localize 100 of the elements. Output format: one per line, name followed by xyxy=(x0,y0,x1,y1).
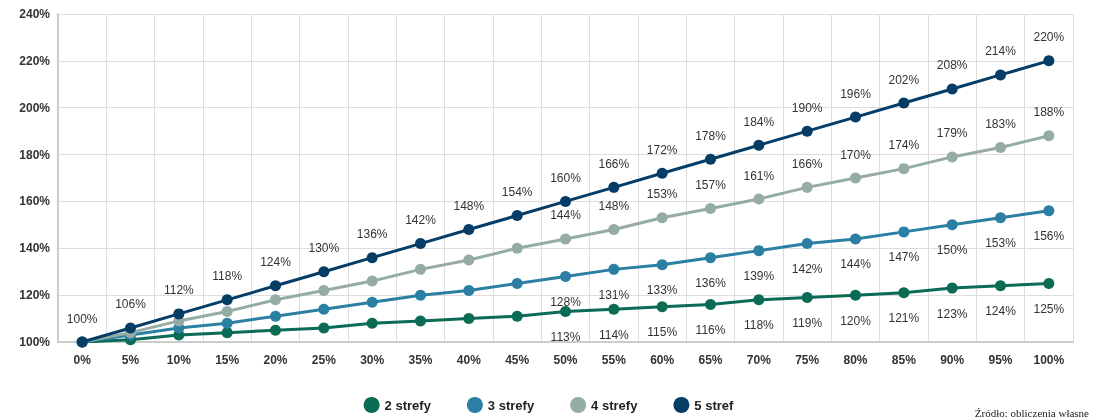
data-label: 114% xyxy=(598,327,630,342)
data-label: 125% xyxy=(1033,301,1065,316)
data-label: 144% xyxy=(840,257,872,272)
point xyxy=(801,125,813,137)
point xyxy=(801,291,813,303)
point xyxy=(946,151,958,163)
data-label: 139% xyxy=(743,269,775,284)
point xyxy=(608,181,620,193)
data-label: 124% xyxy=(985,304,1017,319)
data-label: 112% xyxy=(163,283,195,298)
data-label: 147% xyxy=(888,250,920,265)
point xyxy=(560,195,571,207)
point xyxy=(366,317,378,329)
x-tick-label: 75% xyxy=(795,353,820,367)
point xyxy=(705,153,716,165)
y-tick-label: 240% xyxy=(19,7,51,21)
x-tick-label: 60% xyxy=(650,353,675,367)
data-label: 142% xyxy=(791,262,823,277)
data-label: 183% xyxy=(985,117,1017,132)
point xyxy=(705,202,716,214)
point xyxy=(318,303,330,315)
y-tick-label: 100% xyxy=(19,335,51,349)
point xyxy=(995,212,1006,224)
legend-label: 4 strefy xyxy=(591,397,639,413)
point xyxy=(560,233,571,245)
x-tick-label: 45% xyxy=(505,353,530,367)
point xyxy=(946,83,958,95)
y-tick-label: 160% xyxy=(19,194,51,209)
data-label: 174% xyxy=(888,138,920,153)
data-label: 106% xyxy=(115,297,147,312)
data-label: 136% xyxy=(356,227,388,242)
legend-label: 3 strefy xyxy=(487,397,535,413)
point xyxy=(173,308,185,320)
point xyxy=(511,277,523,289)
data-label: 208% xyxy=(936,58,968,73)
point xyxy=(850,233,861,245)
point xyxy=(753,139,765,151)
data-label: 133% xyxy=(646,283,678,298)
point xyxy=(270,294,281,306)
point xyxy=(608,263,620,275)
data-label: 202% xyxy=(888,72,920,87)
x-tick-label: 65% xyxy=(698,353,723,367)
data-label: 154% xyxy=(501,184,533,199)
data-label: 161% xyxy=(743,168,775,183)
point xyxy=(415,315,426,327)
y-tick-label: 180% xyxy=(19,147,51,162)
y-tick-label: 200% xyxy=(19,100,51,115)
point xyxy=(850,289,861,301)
point xyxy=(221,317,233,329)
point xyxy=(801,238,813,250)
x-tick-label: 5% xyxy=(121,353,140,367)
point xyxy=(656,167,668,179)
data-label: 214% xyxy=(985,44,1017,59)
data-label: 115% xyxy=(647,325,678,340)
x-tick-label: 80% xyxy=(843,353,868,367)
point xyxy=(850,111,861,123)
x-tick-label: 20% xyxy=(263,353,288,367)
data-label: 184% xyxy=(743,114,775,129)
data-label: 150% xyxy=(936,243,968,258)
data-label: 121% xyxy=(888,311,920,326)
data-label: 156% xyxy=(1033,229,1065,244)
x-tick-label: 50% xyxy=(553,353,578,367)
data-label: 160% xyxy=(550,170,582,185)
data-label: 157% xyxy=(695,177,727,192)
data-label: 119% xyxy=(792,315,823,330)
data-label: 142% xyxy=(405,213,437,228)
point xyxy=(656,301,668,313)
x-tick-label: 25% xyxy=(311,353,337,367)
point xyxy=(270,324,281,336)
point xyxy=(995,69,1006,81)
point xyxy=(995,280,1006,292)
point xyxy=(1043,130,1055,142)
point xyxy=(608,224,620,236)
point xyxy=(1043,55,1055,67)
x-tick-label: 10% xyxy=(166,353,192,367)
point xyxy=(270,310,281,322)
point xyxy=(898,287,910,299)
x-tick-label: 90% xyxy=(940,353,965,367)
data-label: 196% xyxy=(840,86,872,101)
data-label: 131% xyxy=(598,287,630,302)
data-label: 124% xyxy=(260,255,292,270)
point xyxy=(705,299,716,311)
point xyxy=(753,193,765,205)
data-label: 120% xyxy=(840,313,872,328)
point xyxy=(898,226,910,238)
data-label: 128% xyxy=(550,294,582,309)
point xyxy=(511,209,523,221)
data-label: 153% xyxy=(985,236,1017,251)
data-label: 123% xyxy=(936,306,968,321)
point xyxy=(898,163,910,175)
point xyxy=(511,242,523,254)
x-tick-label: 55% xyxy=(601,353,627,367)
point xyxy=(995,142,1006,154)
data-label: 153% xyxy=(646,187,678,202)
data-label: 172% xyxy=(646,142,678,157)
point xyxy=(221,327,233,339)
y-tick-label: 140% xyxy=(19,241,51,256)
point xyxy=(270,280,281,292)
x-tick-label: 85% xyxy=(891,353,917,367)
legend-label: 5 stref xyxy=(694,397,735,413)
